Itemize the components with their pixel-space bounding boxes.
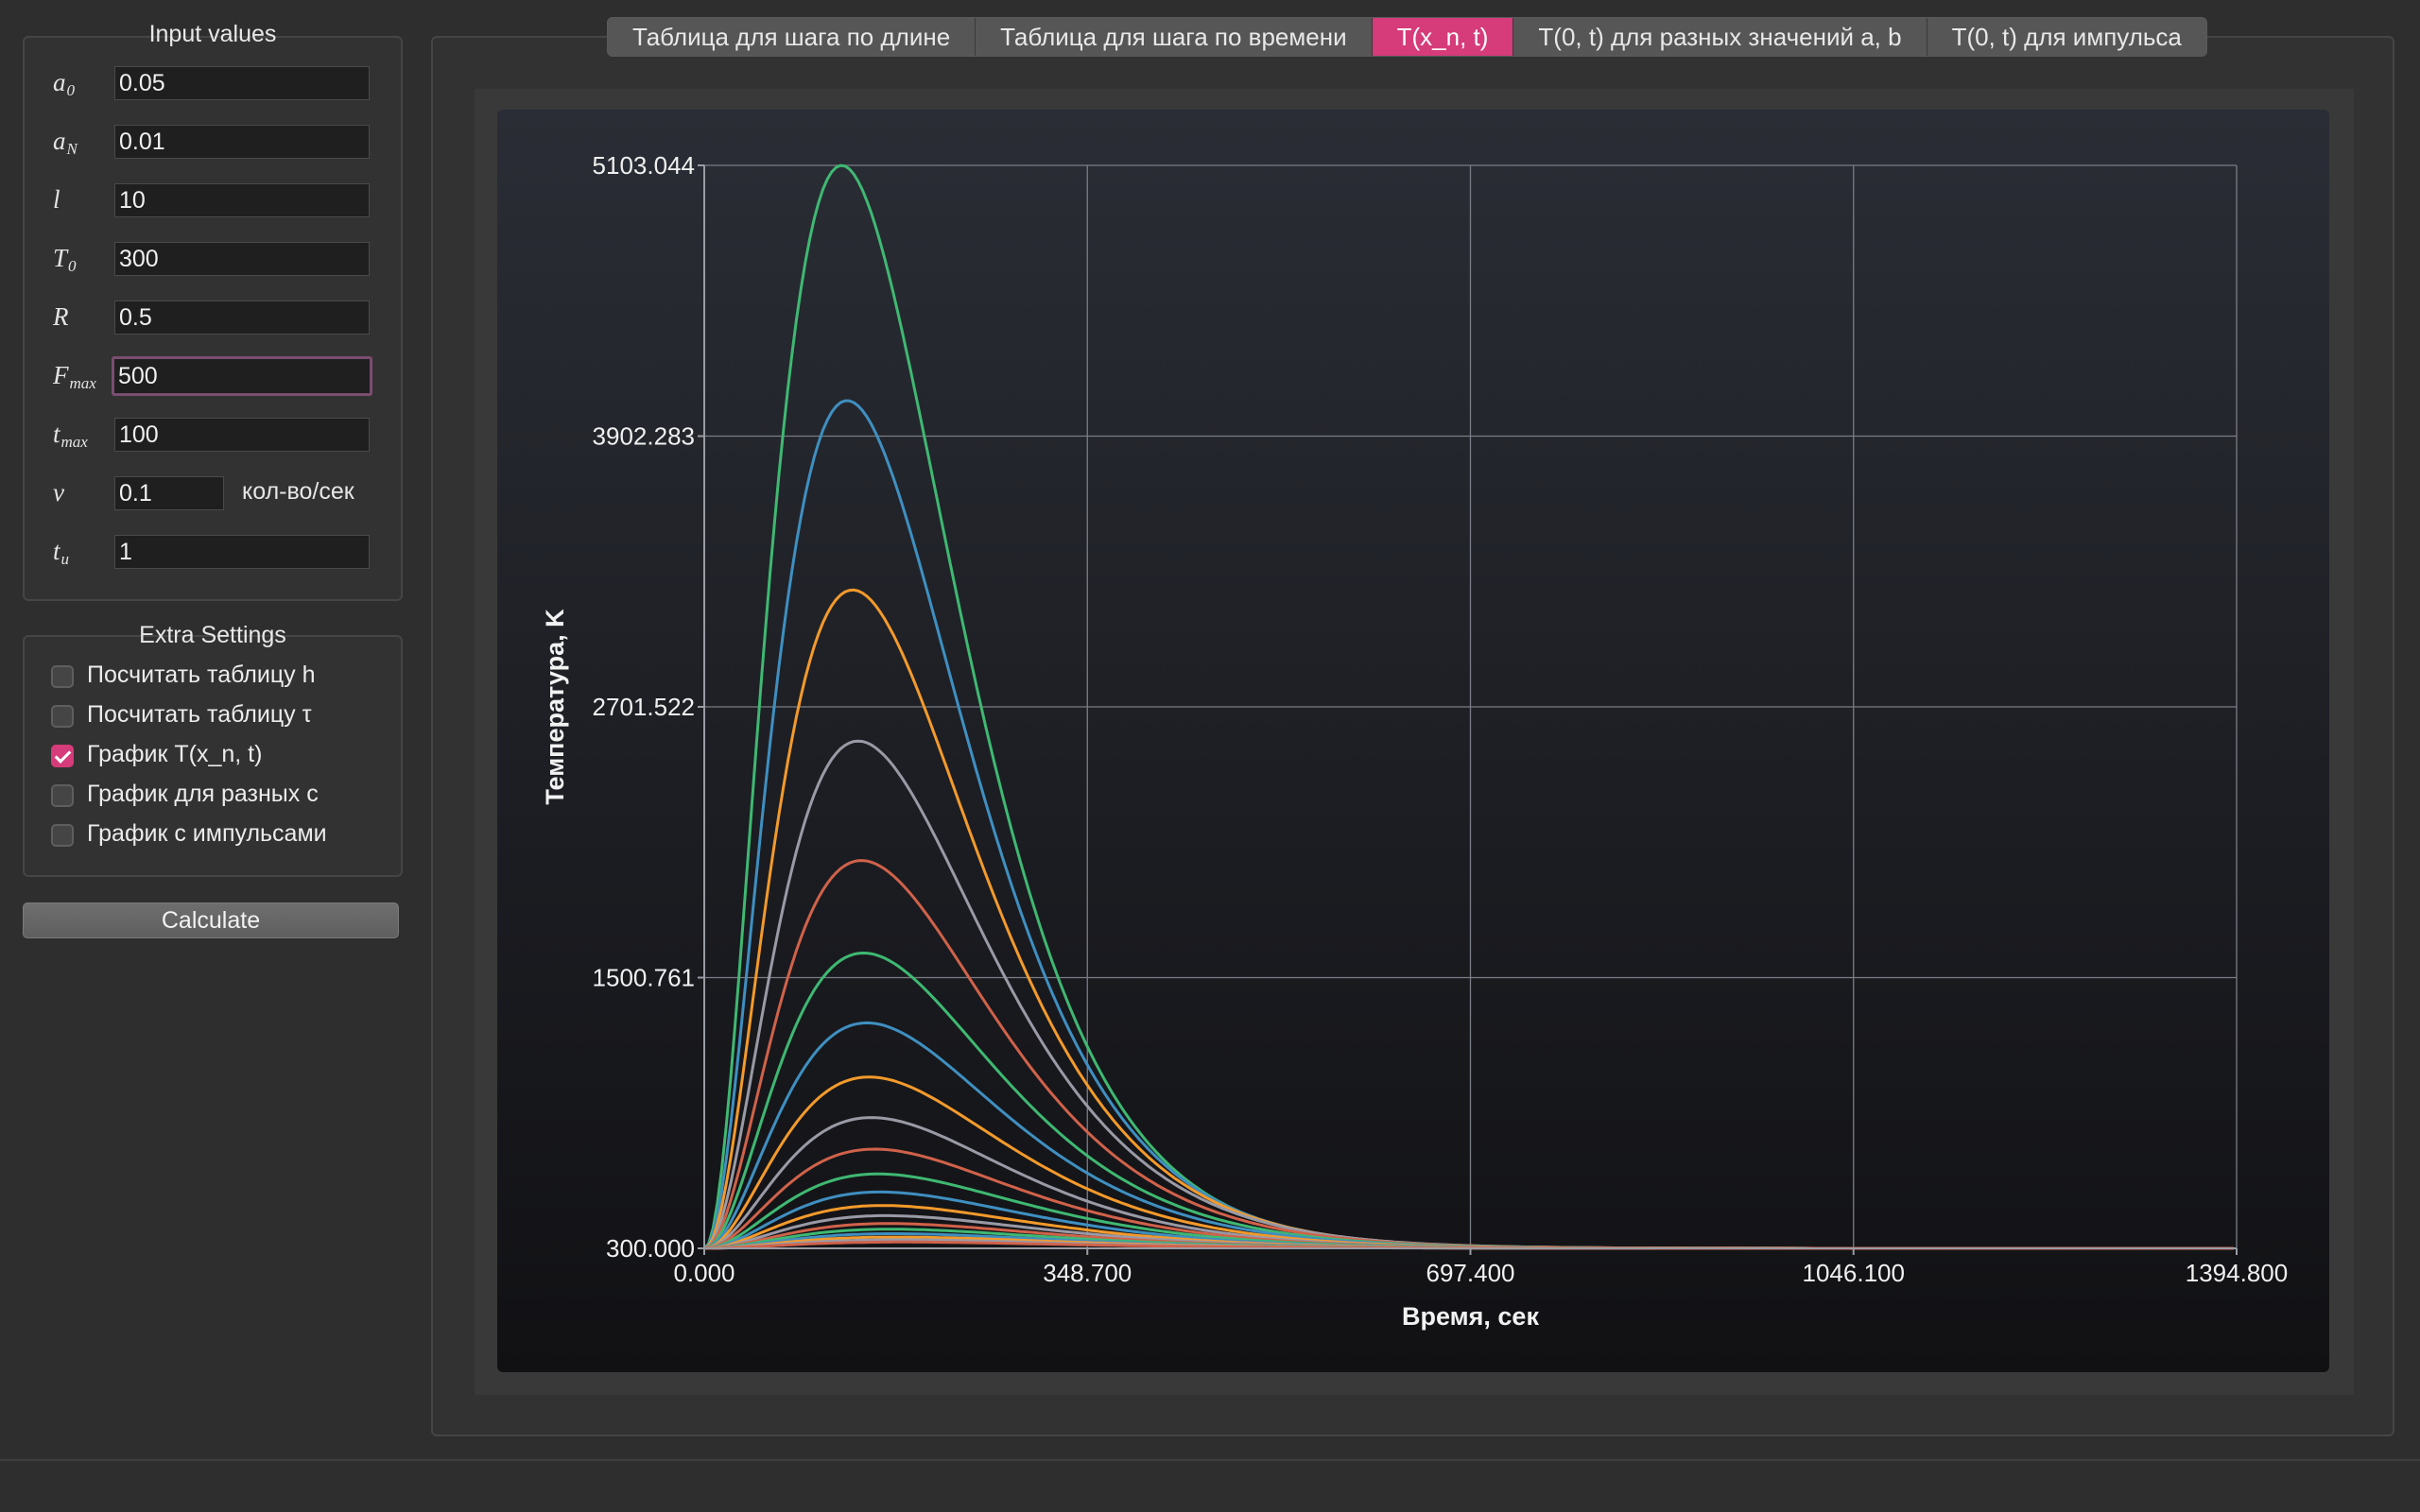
input-label-subscript: 0 (66, 81, 76, 99)
extra-settings-title: Extra Settings (139, 622, 286, 648)
input-row: Fmax (25, 356, 401, 397)
input-row: l (25, 183, 401, 221)
option-checkbox-row[interactable]: График с импульсами (51, 820, 401, 854)
x-tick-label: 1046.100 (1803, 1259, 1905, 1287)
input-label-symbol: l (53, 185, 60, 214)
input-label: T0 (53, 244, 77, 276)
y-tick-label: 300.000 (606, 1234, 695, 1263)
tab-0[interactable]: Таблица для шага по длине (608, 18, 977, 56)
option-label: График для разных c (87, 781, 319, 807)
input-label-subscript: max (69, 374, 96, 392)
checkbox-unchecked-icon[interactable] (51, 784, 74, 807)
y-tick-label: 2701.522 (593, 693, 695, 721)
input-label-symbol: a (53, 127, 66, 155)
option-label: Посчитать таблицу h (87, 662, 316, 688)
input-label: R (53, 302, 69, 332)
param-input-field[interactable] (114, 125, 370, 159)
param-input-field[interactable] (114, 418, 370, 452)
input-label-symbol: t (53, 420, 60, 448)
checkbox-checked-icon[interactable] (51, 745, 74, 767)
nu-unit-label: кол-во/сек (242, 478, 354, 505)
option-checkbox-row[interactable]: График T(x_n, t) (51, 741, 401, 775)
input-row: tu (25, 535, 401, 573)
input-values-group: Input values a0aNlT0RFmaxtmaxνкол-во/сек… (23, 21, 403, 601)
chart-container: 0.000 348.700 697.400 1046.100 1394.800 300.0… (497, 110, 2329, 1372)
y-tick-label: 1500.761 (593, 964, 695, 992)
input-label-symbol: t (53, 537, 60, 565)
input-label-symbol: R (53, 302, 69, 331)
input-row: tmax (25, 418, 401, 455)
param-input-field[interactable] (112, 356, 372, 396)
input-row: R (25, 301, 401, 338)
tab-bar: Таблица для шага по длине Таблица для шаг… (607, 17, 2207, 57)
x-tick-label: 0.000 (673, 1259, 735, 1287)
y-tick-label: 3902.283 (593, 422, 695, 451)
param-input-field[interactable] (114, 535, 370, 569)
status-bar-divider (0, 1459, 2420, 1461)
x-tick-label: 697.400 (1426, 1259, 1515, 1287)
tab-4[interactable]: T(0, t) для импульса (1927, 18, 2206, 56)
tab-1[interactable]: Таблица для шага по времени (976, 18, 1373, 56)
input-label: l (53, 185, 60, 215)
input-row: aN (25, 125, 401, 163)
param-input-field[interactable] (114, 301, 370, 335)
input-label: tmax (53, 420, 88, 452)
param-input-field[interactable] (114, 476, 224, 510)
option-checkbox-row[interactable]: Посчитать таблицу h (51, 662, 401, 696)
calculate-button[interactable]: Calculate (23, 902, 399, 938)
input-label-symbol: a (53, 68, 66, 96)
option-label: График T(x_n, t) (87, 741, 263, 767)
checkbox-unchecked-icon[interactable] (51, 705, 74, 728)
option-checkbox-row[interactable]: График для разных c (51, 781, 401, 815)
input-label-subscript: 0 (68, 257, 77, 275)
input-label: aN (53, 127, 78, 159)
input-label-symbol: F (53, 361, 69, 389)
x-axis-title: Время, сек (1402, 1302, 1539, 1331)
checkbox-unchecked-icon[interactable] (51, 824, 74, 847)
param-input-field[interactable] (114, 183, 370, 217)
input-row: T0 (25, 242, 401, 280)
extra-settings-group: Extra Settings Посчитать таблицу h Посчит… (23, 622, 403, 877)
input-values-title: Input values (148, 21, 277, 47)
checkbox-unchecked-icon[interactable] (51, 665, 74, 688)
input-label: tu (53, 537, 69, 569)
input-row: ν кол-во/сек (25, 476, 401, 514)
chart-background (497, 110, 2329, 1372)
input-label-symbol: ν (53, 478, 64, 507)
option-label: График с импульсами (87, 820, 327, 847)
input-row: a0 (25, 66, 401, 104)
input-label-subscript: N (66, 140, 78, 158)
temperature-chart: 0.000 348.700 697.400 1046.100 1394.800 300.0… (497, 110, 2329, 1372)
x-tick-label: 1394.800 (2186, 1259, 2288, 1287)
input-label-subscript: u (60, 550, 70, 568)
input-label: a0 (53, 68, 75, 100)
input-label-subscript: max (60, 433, 88, 451)
option-checkbox-row[interactable]: Посчитать таблицу τ (51, 701, 401, 735)
y-tick-label: 5103.044 (593, 151, 695, 180)
option-label: Посчитать таблицу τ (87, 701, 312, 728)
param-input-field[interactable] (114, 66, 370, 100)
tab-2[interactable]: T(x_n, t) (1372, 18, 1514, 56)
input-label: Fmax (53, 361, 96, 393)
tab-3[interactable]: T(0, t) для разных значений a, b (1513, 18, 1927, 56)
input-label-symbol: T (53, 244, 68, 272)
x-tick-label: 348.700 (1043, 1259, 1132, 1287)
input-label: ν (53, 478, 64, 507)
y-axis-title: Температура, K (541, 609, 569, 805)
param-input-field[interactable] (114, 242, 370, 276)
